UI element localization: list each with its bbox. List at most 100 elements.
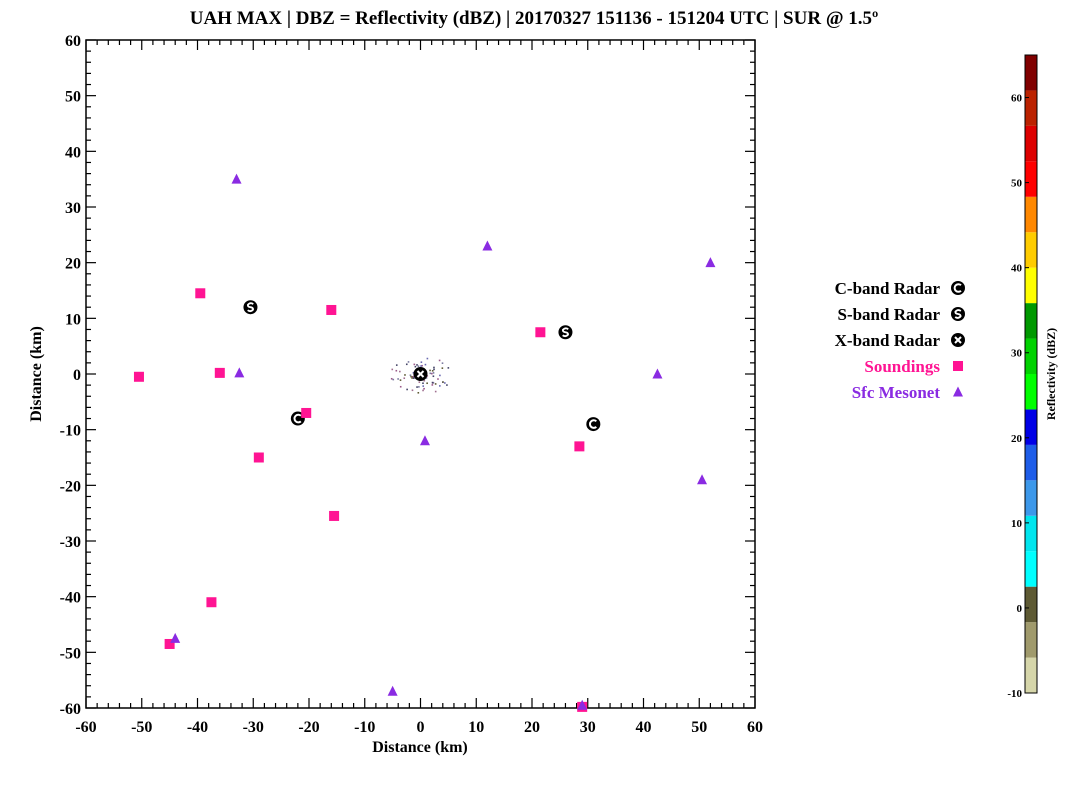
colorbar-segment bbox=[1025, 161, 1037, 197]
clutter-pixel bbox=[413, 363, 416, 366]
clutter-pixel bbox=[433, 366, 435, 369]
colorbar-tick-label: -10 bbox=[1007, 688, 1022, 700]
y-tick-label: -60 bbox=[60, 701, 81, 718]
clutter-pixel bbox=[412, 372, 415, 374]
plot-area: -60 -50 -40 -30 -20 -10 0 10 20 30 40 50 60 -60 -50 -40… bbox=[60, 33, 763, 736]
clutter-pixel bbox=[399, 379, 402, 381]
colorbar-tick-label: 10 bbox=[1011, 518, 1023, 530]
series-sfc-mesonet bbox=[170, 173, 716, 710]
data-point bbox=[164, 638, 175, 649]
series-x-band-radar bbox=[413, 367, 428, 381]
legend-symbol bbox=[951, 307, 965, 321]
legend-label: X-band Radar bbox=[835, 331, 941, 350]
radar-marker-glyph bbox=[246, 302, 254, 313]
colorbar-frame bbox=[1024, 54, 1038, 694]
clutter-pixel bbox=[423, 387, 425, 390]
clutter-pixel bbox=[431, 372, 433, 375]
clutter-pixel bbox=[439, 385, 441, 387]
data-point bbox=[234, 367, 245, 378]
clutter-pixel bbox=[441, 362, 444, 364]
colorbar: -10 0 10 20 30 40 50 60 bbox=[1007, 54, 1038, 700]
radar-marker-disc bbox=[586, 417, 601, 432]
x-tick-label: 20 bbox=[524, 719, 540, 736]
radar-marker-glyph bbox=[589, 419, 597, 429]
series-s-band-radar bbox=[243, 300, 573, 340]
data-point bbox=[697, 474, 708, 485]
radar-marker-glyph bbox=[561, 327, 569, 338]
clutter-pixel bbox=[434, 390, 437, 393]
data-point bbox=[577, 699, 588, 710]
radar-marker-glyph bbox=[954, 309, 962, 319]
clutter-pixel bbox=[442, 381, 444, 383]
y-axis-label: Distance (km) bbox=[28, 326, 45, 422]
data-point bbox=[419, 435, 430, 446]
y-tick-label: 0 bbox=[73, 367, 81, 384]
colorbar-segment bbox=[1025, 444, 1037, 481]
colorbar-segment bbox=[1025, 196, 1037, 233]
colorbar-segment bbox=[1025, 125, 1037, 162]
clutter-pixel bbox=[444, 382, 446, 384]
x-tick-label: 40 bbox=[636, 719, 652, 736]
colorbar-label: Reflectivity (dBZ) bbox=[1044, 328, 1058, 420]
legend-symbol bbox=[953, 386, 963, 397]
y-tick-label: 10 bbox=[65, 311, 81, 328]
radar-marker-glyph bbox=[416, 370, 425, 378]
clutter-pixel bbox=[413, 377, 415, 379]
chart-title: UAH MAX | DBZ = Reflectivity (dBZ) | 201… bbox=[190, 8, 879, 29]
clutter-pixel bbox=[391, 368, 394, 371]
data-point bbox=[253, 452, 264, 463]
data-point bbox=[652, 368, 663, 379]
colorbar-segment bbox=[1025, 480, 1037, 516]
clutter-pixel bbox=[392, 378, 395, 381]
clutter-pixel bbox=[418, 381, 421, 383]
colorbar-segment bbox=[1025, 338, 1037, 374]
data-point bbox=[206, 597, 217, 608]
colorbar-segment bbox=[1025, 409, 1037, 445]
colorbar-segment bbox=[1025, 586, 1037, 623]
clutter-pixel bbox=[437, 378, 439, 380]
legend-symbol bbox=[951, 281, 965, 295]
clutter-pixel bbox=[411, 377, 413, 379]
clutter-pixel bbox=[426, 357, 429, 360]
clutter-pixel bbox=[395, 369, 398, 372]
clutter-pixel bbox=[390, 377, 393, 380]
data-point bbox=[243, 300, 258, 315]
series-soundings bbox=[133, 288, 588, 712]
colorbar-segment bbox=[1025, 232, 1037, 268]
colorbar-segment bbox=[1025, 303, 1037, 339]
clutter-pixel bbox=[431, 384, 434, 386]
x-tick-label: 10 bbox=[468, 719, 484, 736]
clutter-pixel bbox=[417, 365, 420, 368]
clutter-pixel bbox=[410, 375, 412, 378]
data-point bbox=[387, 685, 398, 696]
clutter-pixel bbox=[403, 377, 406, 380]
clutter-pixel bbox=[412, 376, 415, 378]
legend: C-band Radar S-band Radar X-band Radar Soun… bbox=[835, 279, 965, 402]
colorbar-tick-label: 30 bbox=[1011, 348, 1023, 360]
x-tick-label: 60 bbox=[747, 719, 763, 736]
data-point bbox=[326, 304, 337, 315]
data-point bbox=[482, 240, 493, 251]
colorbar-tick-label: 0 bbox=[1017, 603, 1023, 615]
clutter-pixel bbox=[432, 372, 435, 374]
data-point bbox=[170, 632, 181, 643]
clutter-pixel bbox=[421, 364, 423, 367]
x-tick-label: -30 bbox=[243, 719, 264, 736]
colorbar-segment bbox=[1025, 374, 1037, 410]
data-point bbox=[705, 257, 716, 268]
clutter-pixel bbox=[423, 379, 426, 382]
x-tick-label: -10 bbox=[354, 719, 375, 736]
clutter-pixel bbox=[422, 385, 425, 387]
y-tick-label: -50 bbox=[60, 645, 81, 662]
y-tick-label: -20 bbox=[60, 478, 81, 495]
data-point bbox=[301, 407, 312, 418]
clutter-pixel bbox=[407, 361, 410, 363]
clutter-pixel bbox=[422, 382, 424, 385]
data-point bbox=[535, 327, 546, 338]
clutter-pixel bbox=[438, 359, 441, 362]
clutter-pixel bbox=[399, 385, 402, 388]
x-tick-label: 50 bbox=[691, 719, 707, 736]
x-tick-label: -60 bbox=[75, 719, 96, 736]
colorbar-segment bbox=[1025, 622, 1037, 658]
clutter-pixel bbox=[432, 375, 435, 378]
